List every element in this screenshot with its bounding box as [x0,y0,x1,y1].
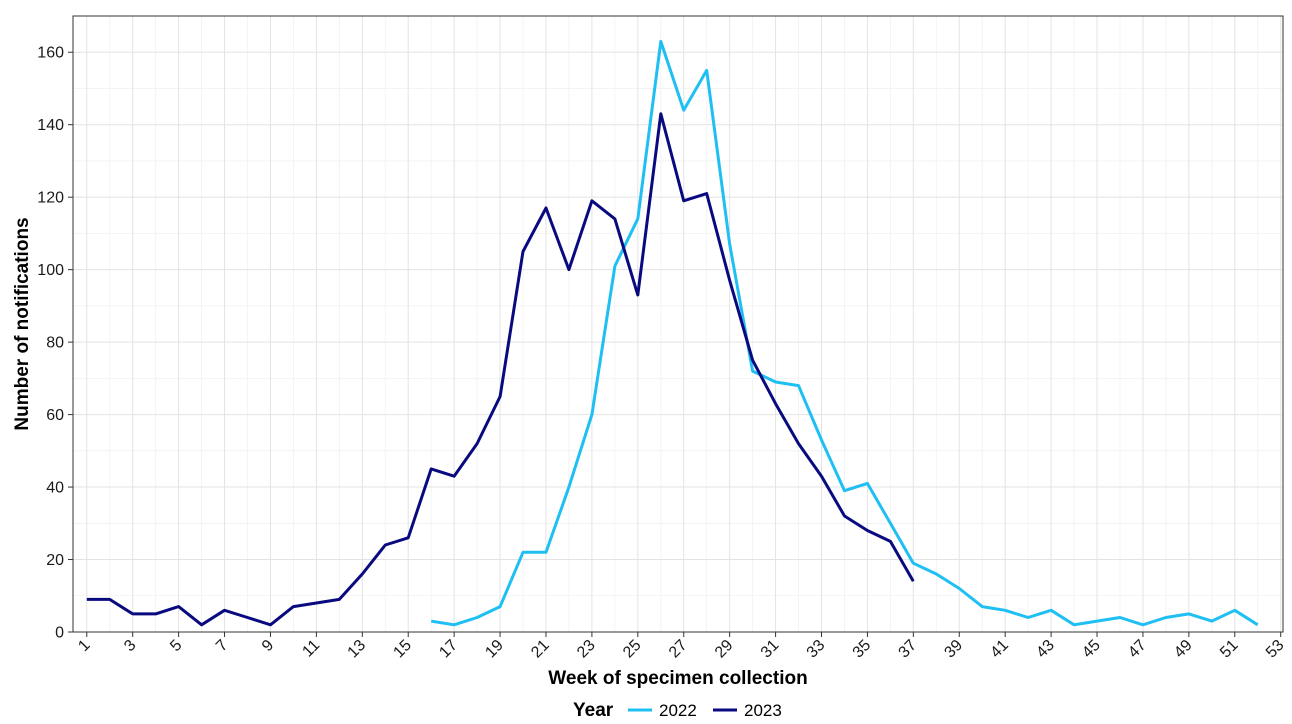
x-tick-label: 51 [1217,637,1242,662]
x-tick-label: 29 [712,637,737,662]
y-tick-label: 120 [37,190,64,207]
y-tick-label: 40 [46,480,64,497]
y-tick-label: 100 [37,262,64,279]
series-lines [86,39,1259,627]
x-tick-label: 47 [1125,637,1150,662]
plot-border [72,15,1284,633]
x-tick-label: 33 [804,637,829,662]
x-tick-label: 5 [167,637,185,655]
grid-minor [73,16,1283,632]
x-axis: 1 3 5 7 9 11 13 15 17 19 21 23 25 27 29 31 33 35 37 39 41 43 4… [75,632,1288,662]
plot-background [73,16,1283,632]
x-tick-label: 53 [1263,637,1288,662]
x-tick-label: 39 [941,637,966,662]
x-tick-label: 9 [259,637,277,655]
x-tick-label: 27 [666,637,691,662]
y-tick-label: 160 [37,45,64,62]
x-tick-label: 21 [528,637,553,662]
x-tick-label: 25 [620,637,645,662]
x-tick-label: 43 [1033,637,1058,662]
series-line-2022 [430,39,1259,627]
y-axis: 0 20 40 60 80 100 120 140 160 [37,45,73,642]
x-tick-label: 15 [390,637,415,662]
legend-label-2022: 2022 [659,701,697,720]
x-tick-label: 13 [345,637,370,662]
x-tick-label: 37 [896,637,921,662]
y-tick-label: 0 [55,625,64,642]
x-tick-label: 45 [1079,637,1104,662]
y-tick-label: 140 [37,117,64,134]
legend-label-2023: 2023 [744,701,782,720]
x-axis-title: Week of specimen collection [548,668,807,689]
x-tick-label: 31 [758,637,783,662]
x-tick-label: 19 [482,637,507,662]
x-tick-label: 17 [436,637,461,662]
series-line-2023 [86,112,915,627]
x-tick-label: 11 [299,637,323,661]
x-tick-label: 1 [75,637,93,655]
x-tick-label: 7 [213,637,231,655]
x-tick-label: 49 [1171,637,1196,662]
x-tick-label: 23 [574,637,599,662]
y-tick-label: 20 [46,552,64,569]
y-tick-label: 60 [46,407,64,424]
y-axis-title: Number of notifications [12,217,33,430]
y-tick-label: 80 [46,335,64,352]
x-tick-label: 35 [850,637,875,662]
x-tick-label: 41 [987,637,1012,662]
legend: Year 2022 2023 [573,700,782,721]
legend-title: Year [573,700,614,721]
x-tick-label: 3 [121,637,139,655]
